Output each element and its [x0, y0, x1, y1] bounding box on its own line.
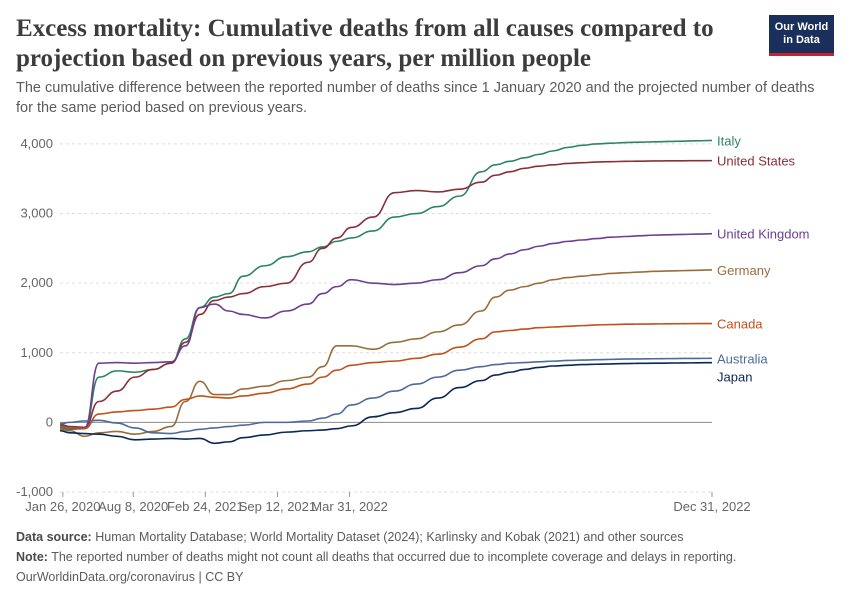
chart-subtitle: The cumulative difference between the re…: [16, 80, 815, 116]
source-text: Human Mortality Database; World Mortalit…: [95, 530, 684, 544]
chart-footer: Data source: Human Mortality Database; W…: [16, 527, 836, 587]
logo-line-2: in Data: [783, 34, 820, 46]
note-line: Note: The reported number of deaths migh…: [16, 547, 836, 567]
note-text: The reported number of deaths might not …: [51, 550, 737, 564]
y-tick-label: -1,000: [16, 484, 53, 499]
logo-line-1: Our World: [774, 21, 829, 33]
source-line: Data source: Human Mortality Database; W…: [16, 527, 836, 547]
owid-logo[interactable]: Our World in Data: [769, 15, 834, 56]
x-tick-label: Sep 12, 2021: [239, 499, 316, 514]
y-tick-label: 1,000: [20, 345, 53, 360]
note-label: Note:: [16, 550, 48, 564]
series-line-australia: [59, 357, 713, 435]
series-line-germany: [59, 269, 713, 438]
y-tick-label: 4,000: [20, 136, 53, 151]
y-tick-label: 3,000: [20, 206, 53, 221]
x-tick-label: Feb 24, 2021: [167, 499, 244, 514]
legend-label-japan: Japan: [717, 369, 752, 384]
x-tick-label: Jan 26, 2020: [25, 499, 100, 514]
x-tick-label: Mar 31, 2022: [311, 499, 388, 514]
y-tick-label: 0: [46, 414, 53, 429]
y-tick-label: 2,000: [20, 275, 53, 290]
legend-label-united-kingdom: United Kingdom: [717, 227, 810, 242]
series-line-united-states: [59, 159, 713, 429]
chart-title: Excess mortality: Cumulative deaths from…: [16, 15, 714, 72]
x-tick-label: Aug 8, 2020: [98, 499, 168, 514]
credit-line[interactable]: OurWorldinData.org/coronavirus | CC BY: [16, 570, 244, 584]
legend-label-italy: Italy: [717, 133, 741, 148]
series-line-japan: [59, 361, 713, 445]
legend-label-canada: Canada: [717, 317, 763, 332]
series-line-canada: [59, 322, 713, 430]
series-line-united-kingdom: [59, 232, 713, 429]
x-tick-label: Dec 31, 2022: [673, 499, 750, 514]
legend-label-germany: Germany: [717, 263, 771, 278]
legend-label-australia: Australia: [717, 351, 768, 366]
legend-label-united-states: United States: [717, 154, 796, 169]
source-label: Data source:: [16, 530, 92, 544]
